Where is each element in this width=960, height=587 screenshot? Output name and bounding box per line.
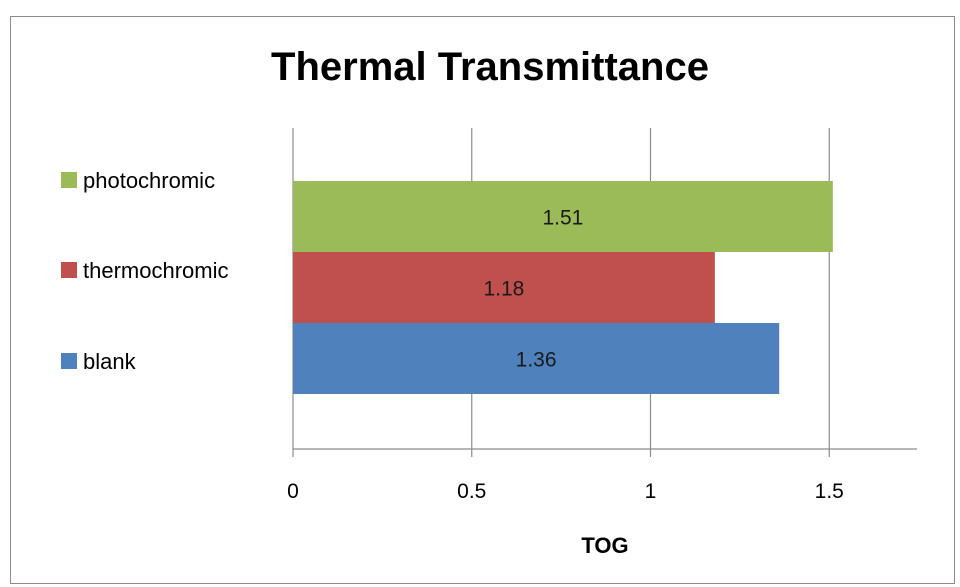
x-tick-label: 1 (645, 480, 657, 503)
data-label-blank: 1.36 (516, 349, 557, 372)
legend-label-thermochromic: thermochromic (83, 258, 228, 283)
legend: photochromic thermochromic blank (61, 168, 228, 374)
x-tick-label: 1.5 (815, 480, 844, 503)
x-tick-label: 0.5 (457, 480, 486, 503)
legend-swatch-thermochromic (61, 262, 77, 278)
x-axis: 0 0.5 1 1.5 (287, 448, 917, 503)
legend-swatch-photochromic (61, 172, 77, 188)
legend-swatch-blank (61, 353, 77, 369)
bar-photochromic (293, 181, 833, 252)
data-label-thermochromic: 1.18 (483, 278, 524, 301)
chart-title: Thermal Transmittance (271, 45, 709, 89)
bar-thermochromic (293, 252, 715, 323)
data-label-photochromic: 1.51 (542, 207, 583, 230)
legend-label-photochromic: photochromic (83, 168, 215, 193)
bars: 1.36 1.18 1.51 (293, 181, 833, 394)
x-tick-label: 0 (287, 480, 299, 503)
bar-blank (293, 323, 780, 394)
legend-label-blank: blank (83, 349, 137, 374)
x-axis-title: TOG (581, 533, 628, 558)
